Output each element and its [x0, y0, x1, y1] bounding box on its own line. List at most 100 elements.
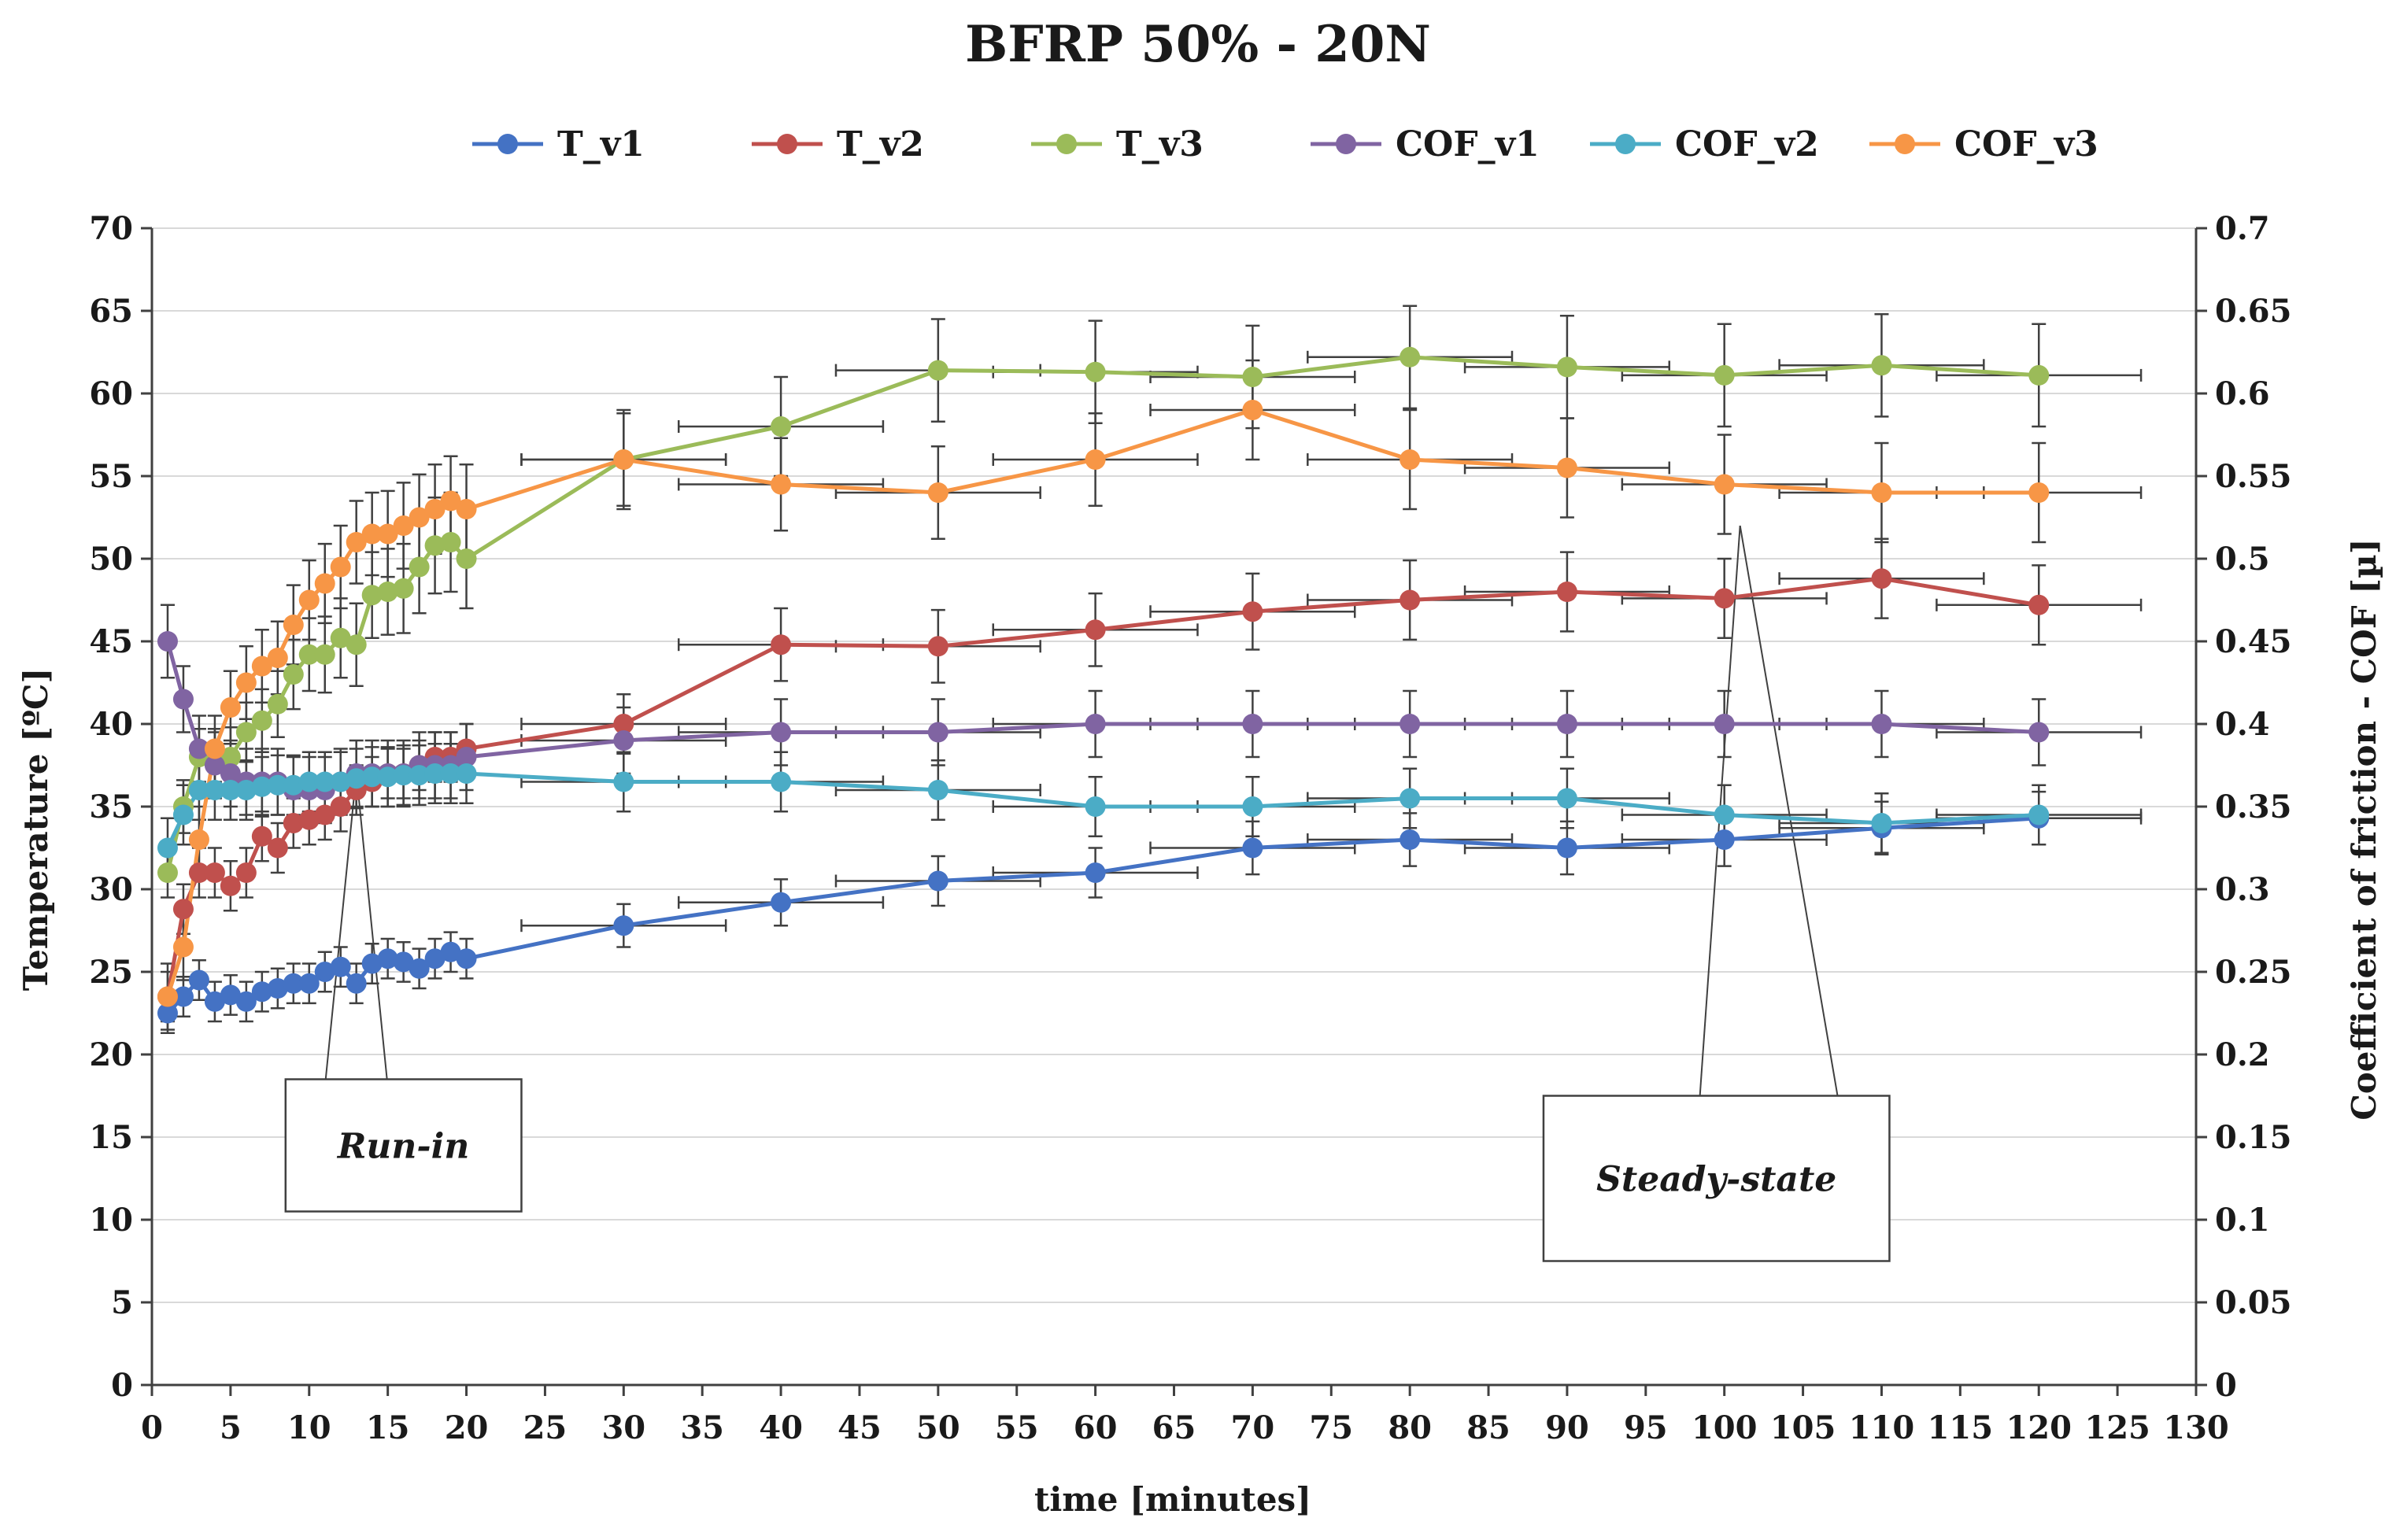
point-cof-v3-15	[393, 515, 414, 536]
point-cof-v3-11	[330, 556, 351, 578]
y-tick-label-0: 0	[111, 1367, 133, 1404]
x-tick-label-25: 125	[2084, 1409, 2150, 1446]
point-cof-v3-13	[361, 523, 383, 545]
point-cof-v1-24	[1242, 714, 1263, 734]
point-t-v2-20	[613, 714, 634, 734]
x-axis-title: time [minutes]	[1034, 1480, 1311, 1519]
y2-tick-label-7: 0.35	[2215, 788, 2291, 825]
y-tick-label-9: 45	[89, 623, 133, 660]
x-tick-label-18: 90	[1545, 1409, 1589, 1446]
y-tick-label-6: 30	[89, 871, 133, 908]
point-cof-v1-23	[1085, 714, 1106, 734]
tick-labels: 051015202530354045505560657000.050.10.15…	[89, 210, 2291, 1446]
point-t-v2-8	[283, 813, 304, 833]
point-cof-v2-9	[298, 771, 320, 792]
y2-tick-label-10: 0.5	[2215, 541, 2270, 578]
y2-tick-label-1: 0.05	[2215, 1284, 2291, 1321]
y-tick-label-11: 55	[89, 458, 133, 495]
point-t-v1-6	[251, 981, 272, 1003]
point-t-v1-22	[927, 870, 948, 892]
point-t-v3-5	[235, 722, 257, 743]
point-cof-v2-7	[267, 774, 288, 796]
point-cof-v3-12	[346, 532, 367, 552]
point-cof-v3-20	[613, 449, 634, 470]
point-cof-v1-2	[188, 738, 209, 759]
point-t-v3-4	[220, 747, 241, 767]
point-t-v2-5	[235, 862, 257, 883]
point-t-v1-18	[440, 941, 461, 962]
annotations: Run-in Steady-state	[284, 525, 1891, 1262]
x-tick-label-6: 30	[601, 1409, 645, 1446]
point-t-v1-24	[1242, 837, 1263, 859]
point-cof-v2-3	[204, 780, 225, 800]
point-t-v1-19	[456, 948, 477, 969]
annotation-box-1	[1542, 1095, 1891, 1262]
point-cof-v3-21	[771, 474, 792, 495]
x-tick-label-3: 15	[366, 1409, 410, 1446]
point-cof-v3-8	[283, 615, 304, 635]
legend-label-t-v1: T_v1	[557, 124, 645, 164]
point-cof-v1-27	[1714, 714, 1735, 734]
series-markers	[157, 346, 2050, 1024]
point-t-v3-10	[314, 644, 335, 665]
point-t-v2-7	[267, 837, 288, 859]
point-cof-v1-28	[1871, 714, 1892, 734]
y2-tick-label-0: 0	[2215, 1367, 2237, 1404]
point-cof-v2-16	[409, 765, 430, 786]
point-t-v1-26	[1556, 837, 1577, 859]
point-cof-v3-22	[927, 482, 948, 503]
legend-marker-t-v2	[777, 134, 797, 154]
point-t-v3-8	[283, 664, 304, 685]
x-tick-label-12: 60	[1074, 1409, 1118, 1446]
point-t-v2-1	[172, 899, 194, 920]
point-cof-v3-27	[1714, 474, 1735, 495]
point-cof-v2-28	[1871, 813, 1892, 833]
point-t-v1-23	[1085, 862, 1106, 883]
point-t-v3-25	[1400, 346, 1421, 367]
x-tick-label-7: 35	[680, 1409, 724, 1446]
point-cof-v3-0	[157, 986, 178, 1007]
error-bars	[160, 305, 2143, 1034]
point-t-v3-24	[1242, 367, 1263, 387]
annotation-pointer-b-0	[355, 773, 427, 1080]
point-t-v1-15	[393, 951, 414, 973]
x-tick-label-10: 50	[916, 1409, 960, 1446]
y-tick-label-3: 15	[89, 1119, 133, 1156]
point-t-v1-3	[204, 991, 225, 1012]
point-t-v3-19	[456, 548, 477, 569]
point-t-v3-22	[927, 360, 948, 381]
y2-tick-label-14: 0.7	[2215, 210, 2270, 247]
x-tick-label-23: 115	[1928, 1409, 1994, 1446]
point-cof-v2-10	[314, 771, 335, 792]
point-t-v1-10	[314, 962, 335, 982]
point-cof-v3-26	[1556, 457, 1577, 478]
y2-tick-label-5: 0.25	[2215, 954, 2291, 991]
point-cof-v3-6	[251, 656, 272, 677]
point-cof-v3-2	[188, 829, 209, 850]
annotation-label-0: Run-in	[336, 1127, 470, 1167]
point-cof-v2-5	[235, 780, 257, 800]
point-t-v3-28	[1871, 355, 1892, 376]
point-t-v3-27	[1714, 364, 1735, 386]
point-t-v3-9	[298, 644, 320, 665]
point-cof-v3-23	[1085, 449, 1106, 470]
x-tick-label-26: 130	[2163, 1409, 2229, 1446]
point-cof-v2-6	[251, 776, 272, 797]
point-cof-v2-24	[1242, 796, 1263, 817]
legend: T_v1 T_v2 T_v3 COF_v1 COF_v2 COF_v3	[472, 124, 2098, 164]
point-t-v2-27	[1714, 588, 1735, 609]
point-cof-v3-25	[1400, 449, 1421, 470]
y-tick-label-13: 65	[89, 293, 133, 330]
point-t-v3-16	[409, 556, 430, 578]
point-t-v3-14	[377, 582, 398, 602]
x-tick-label-4: 20	[445, 1409, 489, 1446]
x-tick-label-22: 110	[1849, 1409, 1915, 1446]
point-cof-v1-26	[1556, 714, 1577, 734]
point-cof-v1-1	[172, 689, 194, 710]
point-cof-v3-17	[424, 499, 446, 519]
y2-tick-label-13: 0.65	[2215, 293, 2291, 330]
legend-label-cof-v2: COF_v2	[1675, 124, 1819, 164]
y2-tick-label-6: 0.3	[2215, 871, 2270, 908]
point-t-v2-21	[771, 634, 792, 656]
y-tick-label-7: 35	[89, 788, 133, 825]
